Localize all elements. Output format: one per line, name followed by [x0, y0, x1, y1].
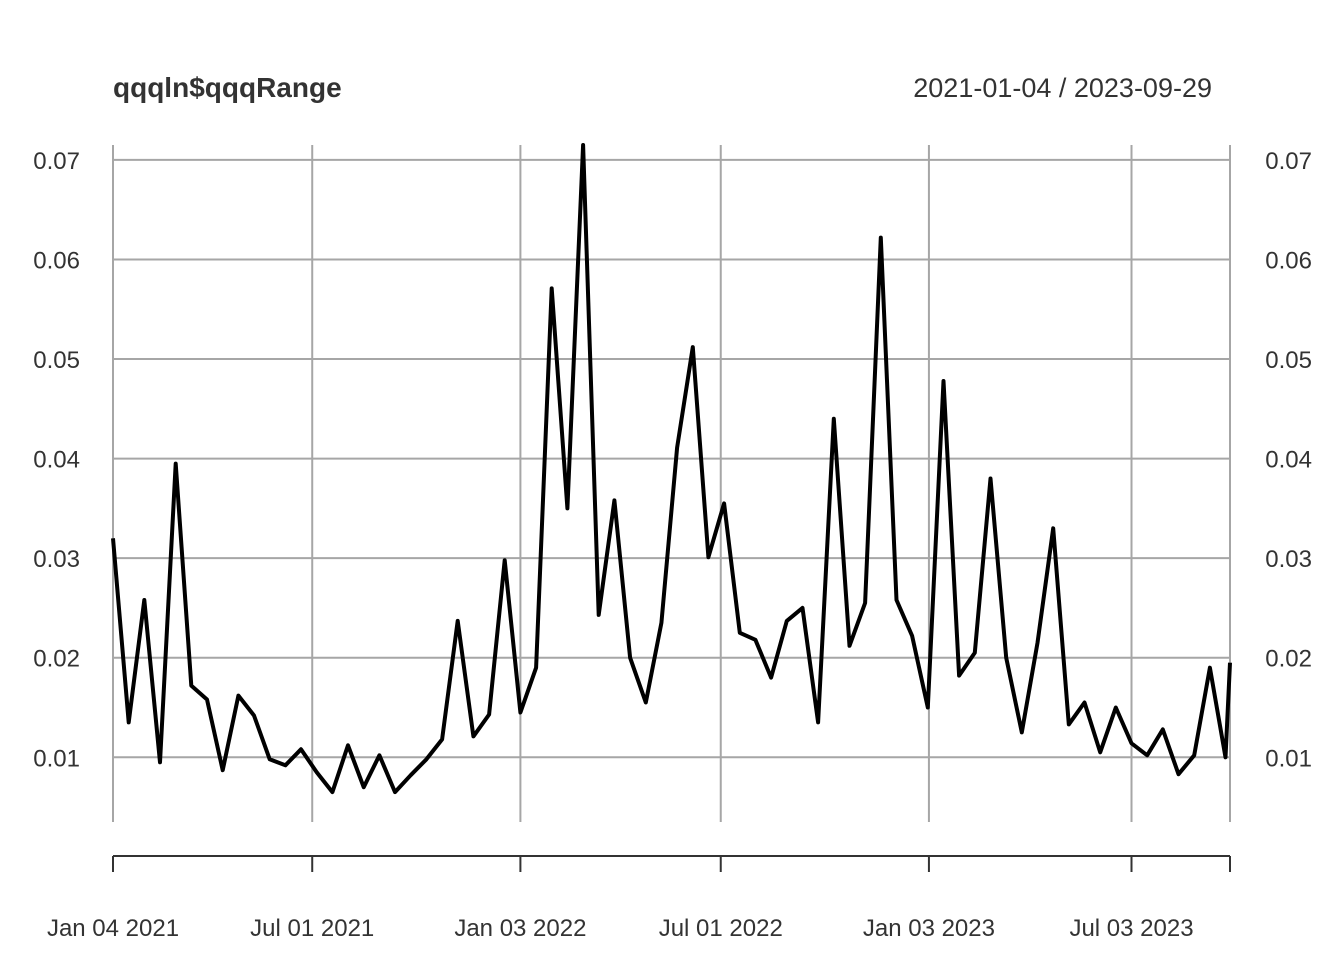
date-range-label: 2021-01-04 / 2023-09-29: [913, 73, 1212, 103]
y-tick-label: 0.06: [33, 247, 80, 274]
x-tick-label: Jan 03 2022: [454, 915, 586, 942]
y-tick-label: 0.04: [33, 447, 80, 474]
y-tick-label: 0.07: [1265, 148, 1312, 175]
x-axis: Jan 04 2021 Jul 01 2021 Jan 03 2022 Jul 01 …: [47, 855, 1231, 942]
y-tick-label: 0.07: [33, 148, 80, 175]
y-tick-label: 0.04: [1265, 447, 1312, 474]
y-tick-label: 0.05: [1265, 347, 1312, 374]
y-tick-label: 0.05: [33, 347, 80, 374]
x-tick-label: Jan 03 2023: [863, 915, 995, 942]
grid-lines: [112, 145, 1231, 822]
y-tick-label: 0.06: [1265, 247, 1312, 274]
x-tick-label: Jul 03 2023: [1069, 915, 1193, 942]
y-axis-left: 0.01 0.02 0.03 0.04 0.05 0.06 0.07: [33, 148, 80, 772]
y-tick-label: 0.03: [1265, 546, 1312, 573]
x-tick-label: Jul 01 2022: [659, 915, 783, 942]
x-tick-label: Jan 04 2021: [47, 915, 179, 942]
y-tick-label: 0.02: [1265, 646, 1312, 673]
y-tick-label: 0.01: [33, 745, 80, 772]
chart-title: qqqln$qqqRange: [113, 72, 342, 103]
series-line: [111, 143, 1232, 795]
x-tick-label: Jul 01 2021: [250, 915, 374, 942]
y-tick-label: 0.02: [33, 646, 80, 673]
y-axis-right: 0.01 0.02 0.03 0.04 0.05 0.06 0.07: [1265, 148, 1312, 772]
y-tick-label: 0.01: [1265, 745, 1312, 772]
y-tick-label: 0.03: [33, 546, 80, 573]
